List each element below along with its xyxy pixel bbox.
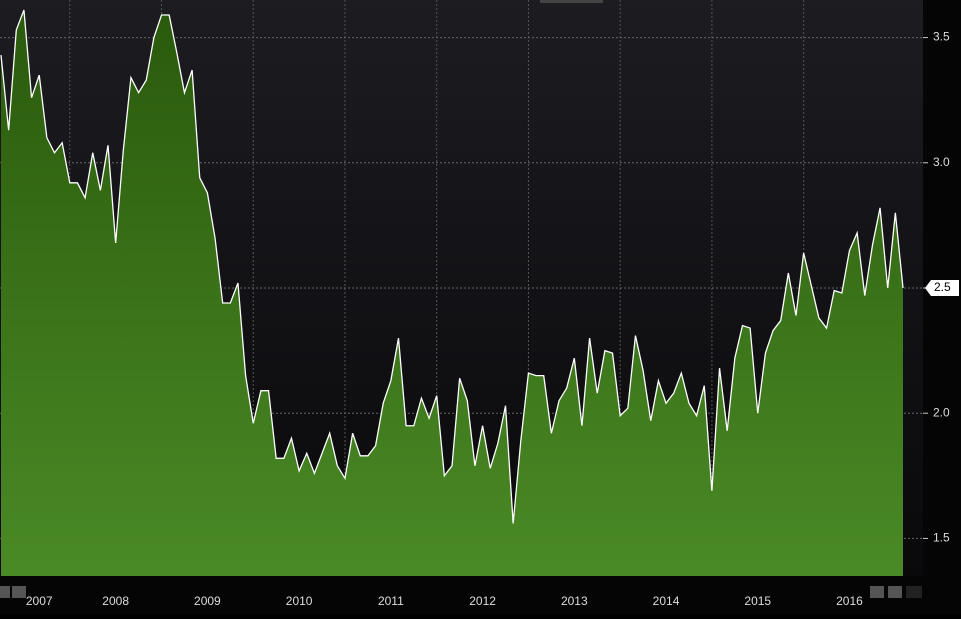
line <box>0 9 904 524</box>
x-axis-strip <box>0 576 961 614</box>
x-tick-label: 2007 <box>26 594 53 608</box>
y-tick-label: 3.0 <box>933 155 950 169</box>
nav-last[interactable] <box>888 586 902 598</box>
last-value-label: 2.5 <box>934 280 951 294</box>
last-value-box <box>925 280 959 296</box>
nav-left[interactable] <box>0 586 26 598</box>
x-tick-label: 2009 <box>194 594 221 608</box>
x-tick-label: 2016 <box>836 594 863 608</box>
x-tick-label: 2014 <box>653 594 680 608</box>
x-tick-label: 2011 <box>378 594 404 608</box>
y-tick-label: 2.0 <box>933 405 950 419</box>
handle[interactable] <box>540 0 603 3</box>
x-tick-label: 2010 <box>286 594 313 608</box>
x-tick-label: 2015 <box>744 594 771 608</box>
nav-first[interactable] <box>0 586 10 598</box>
nav-right[interactable] <box>870 586 922 598</box>
x-tick-label: 2008 <box>102 594 129 608</box>
area <box>1 10 903 576</box>
nav-end[interactable] <box>906 586 922 598</box>
y-tick-label: 1.5 <box>933 531 950 545</box>
x-tick-label: 2012 <box>469 594 496 608</box>
x-tick-label: 2013 <box>561 594 588 608</box>
nav-next[interactable] <box>870 586 884 598</box>
y-tick-label: 3.5 <box>933 30 950 44</box>
nav-prev[interactable] <box>12 586 26 598</box>
